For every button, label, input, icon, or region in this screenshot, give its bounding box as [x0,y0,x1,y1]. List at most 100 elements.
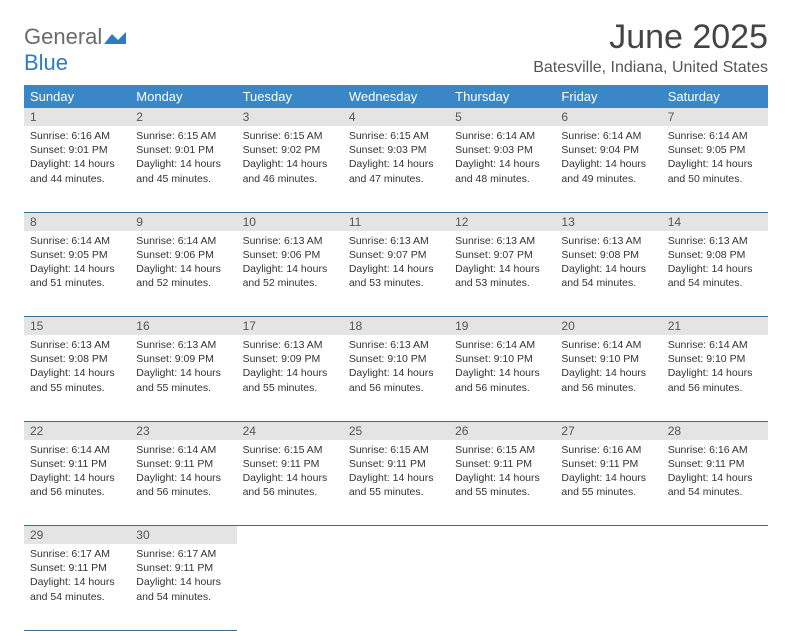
day-body-cell [555,544,661,630]
day-detail: Sunrise: 6:14 AMSunset: 9:05 PMDaylight:… [662,126,768,192]
sunrise-line: Sunrise: 6:14 AM [30,444,110,456]
sunset-line: Sunset: 9:05 PM [30,249,108,261]
daylight-line: Daylight: 14 hours and 49 minutes. [561,158,646,184]
day-number-cell [449,526,555,545]
daylight-line: Daylight: 14 hours and 56 minutes. [30,472,115,498]
day-body-cell: Sunrise: 6:17 AMSunset: 9:11 PMDaylight:… [24,544,130,630]
day-body-cell: Sunrise: 6:13 AMSunset: 9:08 PMDaylight:… [555,231,661,317]
day-body-cell: Sunrise: 6:15 AMSunset: 9:11 PMDaylight:… [343,440,449,526]
sunrise-line: Sunrise: 6:17 AM [136,548,216,560]
sunrise-line: Sunrise: 6:13 AM [455,235,535,247]
sunset-line: Sunset: 9:11 PM [668,458,745,470]
day-detail: Sunrise: 6:15 AMSunset: 9:01 PMDaylight:… [130,126,236,192]
title-block: June 2025 Batesville, Indiana, United St… [533,18,768,77]
day-body-cell: Sunrise: 6:13 AM Sunset: 9:07 PM Daylight:… [343,231,449,317]
sunset-line: Sunset: 9:08 PM [561,249,639,261]
sunrise-line: Sunrise: 6:13 AM [243,235,323,247]
sunset-line: Sunset: 9:11 PM [30,562,107,574]
day-body-cell: Sunrise: 6:13 AMSunset: 9:10 PMDaylight:… [343,335,449,421]
day-body-row: Sunrise: 6:14 AM Sunset: 9:11 PM Daylight:… [24,440,768,526]
day-body-cell: Sunrise: 6:14 AMSunset: 9:04 PMDaylight:… [555,126,661,212]
day-detail: Sunrise: 6:14 AMSunset: 9:11 PMDaylight:… [24,440,130,506]
daylight-line: Daylight: 14 hours and 44 minutes. [30,158,115,184]
day-body-cell: Sunrise: 6:13 AMSunset: 9:08 PMDaylight:… [24,335,130,421]
day-body-row: Sunrise: 6:13 AMSunset: 9:08 PMDaylight:… [24,335,768,421]
sunset-line: Sunset: 9:05 PM [668,144,746,156]
daylight-line: Daylight: 14 hours and 56 minutes. [136,472,221,498]
sunrise-line: Sunrise: 6:13 AM [30,339,110,351]
day-detail: Sunrise: 6:16 AM Sunset: 9:11 PM Daylight:… [662,440,768,506]
day-detail: Sunrise: 6:14 AMSunset: 9:11 PMDaylight:… [130,440,236,506]
sunset-line: Sunset: 9:01 PM [136,144,214,156]
daylight-line: Daylight: 14 hours and 48 minutes. [455,158,540,184]
sunset-line: Sunset: 9:03 PM [349,144,427,156]
sunrise-line: Sunrise: 6:16 AM [668,444,748,456]
day-detail: Sunrise: 6:15 AMSunset: 9:11 PMDaylight:… [237,440,343,506]
day-number-cell: 5 [449,108,555,126]
sunrise-line: Sunrise: 6:14 AM [455,130,535,142]
day-number-cell: 30 [130,526,236,545]
daylight-line: Daylight: 14 hours and 56 minutes. [561,367,646,393]
day-detail: Sunrise: 6:14 AMSunset: 9:10 PMDaylight:… [449,335,555,401]
day-number-cell: 18 [343,317,449,336]
day-body-cell: Sunrise: 6:13 AMSunset: 9:09 PMDaylight:… [237,335,343,421]
daylight-line: Daylight: 14 hours and 54 minutes. [668,472,753,498]
sunrise-line: Sunrise: 6:15 AM [349,130,429,142]
daylight-line: Daylight: 14 hours and 53 minutes. [349,263,434,289]
day-body-cell: Sunrise: 6:14 AM Sunset: 9:10 PM Daylight:… [662,335,768,421]
day-number-cell: 29 [24,526,130,545]
daylight-line: Daylight: 14 hours and 56 minutes. [455,367,540,393]
sunset-line: Sunset: 9:11 PM [561,458,638,470]
day-detail: Sunrise: 6:13 AMSunset: 9:09 PMDaylight:… [130,335,236,401]
day-number-cell: 23 [130,421,236,440]
weekday-header: Tuesday [237,85,343,108]
sunrise-line: Sunrise: 6:16 AM [561,444,641,456]
day-detail: Sunrise: 6:14 AMSunset: 9:05 PMDaylight:… [24,231,130,297]
sunrise-line: Sunrise: 6:14 AM [668,339,748,351]
day-body-row: Sunrise: 6:14 AM Sunset: 9:05 PM Daylight:… [24,231,768,317]
daylight-line: Daylight: 14 hours and 54 minutes. [561,263,646,289]
day-number-cell: 22 [24,421,130,440]
daylight-line: Daylight: 14 hours and 47 minutes. [349,158,434,184]
sunset-line: Sunset: 9:03 PM [455,144,533,156]
daylight-line: Daylight: 14 hours and 52 minutes. [136,263,221,289]
daylight-line: Daylight: 14 hours and 55 minutes. [455,472,540,498]
header: General Blue June 2025 Batesville, India… [24,18,768,77]
day-body-row: Sunrise: 6:16 AMSunset: 9:01 PMDaylight:… [24,126,768,212]
day-body-cell [449,544,555,630]
sunrise-line: Sunrise: 6:14 AM [136,235,216,247]
day-body-cell: Sunrise: 6:16 AMSunset: 9:11 PMDaylight:… [555,440,661,526]
day-number-cell: 13 [555,212,661,231]
day-number-cell [662,526,768,545]
day-body-cell: Sunrise: 6:16 AM Sunset: 9:11 PM Daylight:… [662,440,768,526]
day-detail: Sunrise: 6:15 AMSunset: 9:11 PMDaylight:… [343,440,449,506]
day-body-cell: Sunrise: 6:15 AM Sunset: 9:03 PM Daylight:… [343,126,449,212]
day-body-cell [343,544,449,630]
day-body-cell: Sunrise: 6:14 AMSunset: 9:06 PMDaylight:… [130,231,236,317]
sunset-line: Sunset: 9:01 PM [30,144,108,156]
day-body-cell: Sunrise: 6:14 AMSunset: 9:05 PMDaylight:… [662,126,768,212]
sunset-line: Sunset: 9:09 PM [136,353,214,365]
daylight-line: Daylight: 14 hours and 51 minutes. [30,263,115,289]
sunset-line: Sunset: 9:10 PM [668,353,746,365]
day-number-cell: 6 [555,108,661,126]
sunrise-line: Sunrise: 6:13 AM [349,235,429,247]
day-number-cell: 1 [24,108,130,126]
sunrise-line: Sunrise: 6:15 AM [455,444,535,456]
day-detail: Sunrise: 6:15 AM Sunset: 9:03 PM Daylight:… [343,126,449,192]
daylight-line: Daylight: 14 hours and 52 minutes. [243,263,328,289]
calendar-table: SundayMondayTuesdayWednesdayThursdayFrid… [24,85,768,631]
day-number-cell: 21 [662,317,768,336]
daylight-line: Daylight: 14 hours and 50 minutes. [668,158,753,184]
day-body-cell: Sunrise: 6:14 AM Sunset: 9:03 PM Daylight:… [449,126,555,212]
sunset-line: Sunset: 9:07 PM [349,249,427,261]
weekday-header: Saturday [662,85,768,108]
sunrise-line: Sunrise: 6:17 AM [30,548,110,560]
brand-word2: Blue [24,50,68,75]
sunset-line: Sunset: 9:11 PM [136,458,213,470]
day-number-cell [237,526,343,545]
day-number-cell: 4 [343,108,449,126]
daylight-line: Daylight: 14 hours and 56 minutes. [668,367,753,393]
day-body-cell: Sunrise: 6:14 AMSunset: 9:11 PMDaylight:… [130,440,236,526]
day-number-cell: 7 [662,108,768,126]
